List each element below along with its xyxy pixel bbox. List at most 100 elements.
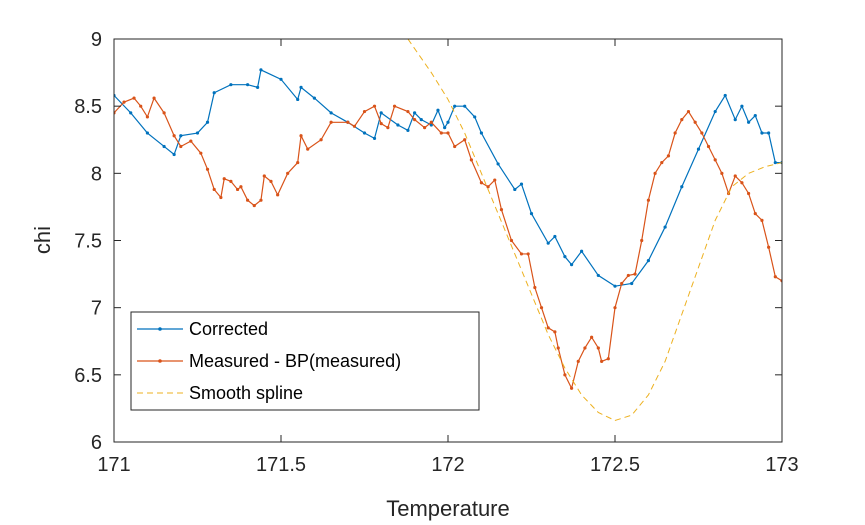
- data-point-measured-bp-measured: [352, 124, 357, 128]
- series-line-corrected: [114, 69, 782, 287]
- data-point-measured-bp-measured: [469, 158, 473, 162]
- data-point-corrected: [256, 85, 260, 89]
- data-point-corrected: [473, 115, 477, 119]
- data-point-corrected: [413, 111, 417, 115]
- data-point-measured-bp-measured: [379, 122, 383, 126]
- data-point-corrected: [299, 85, 303, 89]
- data-point-corrected: [379, 111, 383, 115]
- data-point-measured-bp-measured: [246, 198, 250, 202]
- data-point-measured-bp-measured: [646, 198, 651, 202]
- data-point-measured-bp-measured: [346, 120, 350, 124]
- data-point-corrected: [453, 104, 457, 108]
- data-point-measured-bp-measured: [660, 160, 664, 165]
- data-point-measured-bp-measured: [686, 109, 691, 114]
- data-point-corrected: [259, 68, 263, 72]
- data-point-corrected: [205, 120, 210, 124]
- x-tick-label: 172: [431, 454, 464, 476]
- data-point-measured-bp-measured: [546, 326, 550, 330]
- data-point-measured-bp-measured: [199, 151, 203, 155]
- data-point-measured-bp-measured: [706, 144, 711, 149]
- data-point-corrected: [145, 131, 149, 135]
- data-point-corrected: [529, 212, 534, 216]
- data-point-measured-bp-measured: [446, 131, 450, 135]
- data-point-corrected: [696, 147, 701, 151]
- data-point-measured-bp-measured: [372, 104, 377, 108]
- y-tick-label: 6: [91, 432, 102, 454]
- data-point-corrected: [129, 111, 133, 115]
- data-point-corrected: [596, 273, 600, 278]
- data-point-measured-bp-measured: [576, 359, 580, 363]
- data-point-measured-bp-measured: [596, 346, 600, 350]
- data-point-measured-bp-measured: [486, 185, 490, 189]
- y-axis-label: chi: [30, 226, 55, 254]
- data-point-corrected: [195, 131, 200, 135]
- data-point-measured-bp-measured: [296, 160, 300, 165]
- data-point-corrected: [760, 131, 764, 135]
- data-point-measured-bp-measured: [406, 109, 410, 114]
- data-point-measured-bp-measured: [553, 330, 557, 334]
- data-point-measured-bp-measured: [620, 281, 624, 286]
- legend-label-corrected: Corrected: [189, 319, 268, 339]
- data-point-measured-bp-measured: [583, 346, 587, 350]
- legend-items: Corrected Measured - BP(measured) Smooth s…: [137, 319, 401, 403]
- data-point-measured-bp-measured: [132, 96, 136, 100]
- data-point-corrected: [713, 109, 717, 114]
- data-point-measured-bp-measured: [145, 115, 149, 119]
- x-axis-label: Temperature: [386, 496, 510, 521]
- data-point-corrected: [406, 128, 410, 132]
- data-point-measured-bp-measured: [590, 335, 594, 339]
- data-point-measured-bp-measured: [526, 252, 530, 256]
- data-point-measured-bp-measured: [773, 275, 777, 279]
- x-tick-label: 171: [97, 454, 130, 476]
- data-point-measured-bp-measured: [219, 195, 223, 200]
- data-point-measured-bp-measured: [767, 245, 771, 249]
- y-tick-label: 8.5: [74, 96, 102, 118]
- data-point-measured-bp-measured: [539, 306, 544, 310]
- data-point-measured-bp-measured: [479, 181, 483, 185]
- data-point-corrected: [436, 108, 440, 112]
- data-point-measured-bp-measured: [613, 306, 617, 310]
- data-point-measured-bp-measured: [262, 174, 266, 178]
- data-point-corrected: [723, 93, 727, 98]
- data-point-measured-bp-measured: [362, 109, 367, 114]
- data-point-measured-bp-measured: [172, 134, 176, 138]
- data-point-corrected: [663, 225, 667, 229]
- data-point-measured-bp-measured: [600, 359, 604, 363]
- data-point-corrected: [546, 241, 550, 245]
- data-point-corrected: [446, 120, 450, 124]
- data-point-measured-bp-measured: [152, 96, 156, 100]
- data-point-corrected: [246, 83, 250, 87]
- y-tick-label: 7: [91, 298, 102, 320]
- x-tick-label: 171.5: [256, 454, 306, 476]
- y-tick-label: 7.5: [74, 231, 102, 253]
- data-point-corrected: [429, 123, 433, 127]
- data-point-measured-bp-measured: [753, 212, 757, 216]
- data-point-measured-bp-measured: [720, 171, 724, 175]
- data-point-measured-bp-measured: [563, 373, 567, 377]
- data-point-corrected: [740, 104, 744, 108]
- y-tick-label: 6.5: [74, 365, 102, 387]
- data-point-corrected: [747, 120, 751, 124]
- x-axis-ticks: 171 171.5 172 172.5 173: [97, 39, 799, 476]
- data-point-measured-bp-measured: [423, 126, 427, 130]
- data-point-measured-bp-measured: [276, 193, 280, 197]
- series-line-smooth-spline: [407, 39, 782, 422]
- data-point-measured-bp-measured: [162, 111, 166, 115]
- x-tick-label: 173: [765, 454, 798, 476]
- data-point-measured-bp-measured: [212, 187, 216, 192]
- data-point-measured-bp-measured: [556, 346, 560, 350]
- data-point-corrected: [463, 104, 467, 108]
- series-layer: [114, 39, 782, 422]
- data-point-measured-bp-measured: [122, 100, 126, 104]
- data-point-corrected: [773, 160, 777, 165]
- data-point-measured-bp-measured: [252, 203, 256, 208]
- data-point-measured-bp-measured: [222, 177, 226, 181]
- data-point-measured-bp-measured: [740, 181, 744, 185]
- data-point-corrected: [680, 185, 684, 189]
- data-point-measured-bp-measured: [673, 131, 677, 135]
- data-point-measured-bp-measured: [640, 238, 644, 243]
- data-point-measured-bp-measured: [633, 272, 637, 276]
- data-point-measured-bp-measured: [713, 158, 717, 162]
- y-axis-ticks: 6 6.5 7 7.5 8 8.5 9: [74, 29, 782, 454]
